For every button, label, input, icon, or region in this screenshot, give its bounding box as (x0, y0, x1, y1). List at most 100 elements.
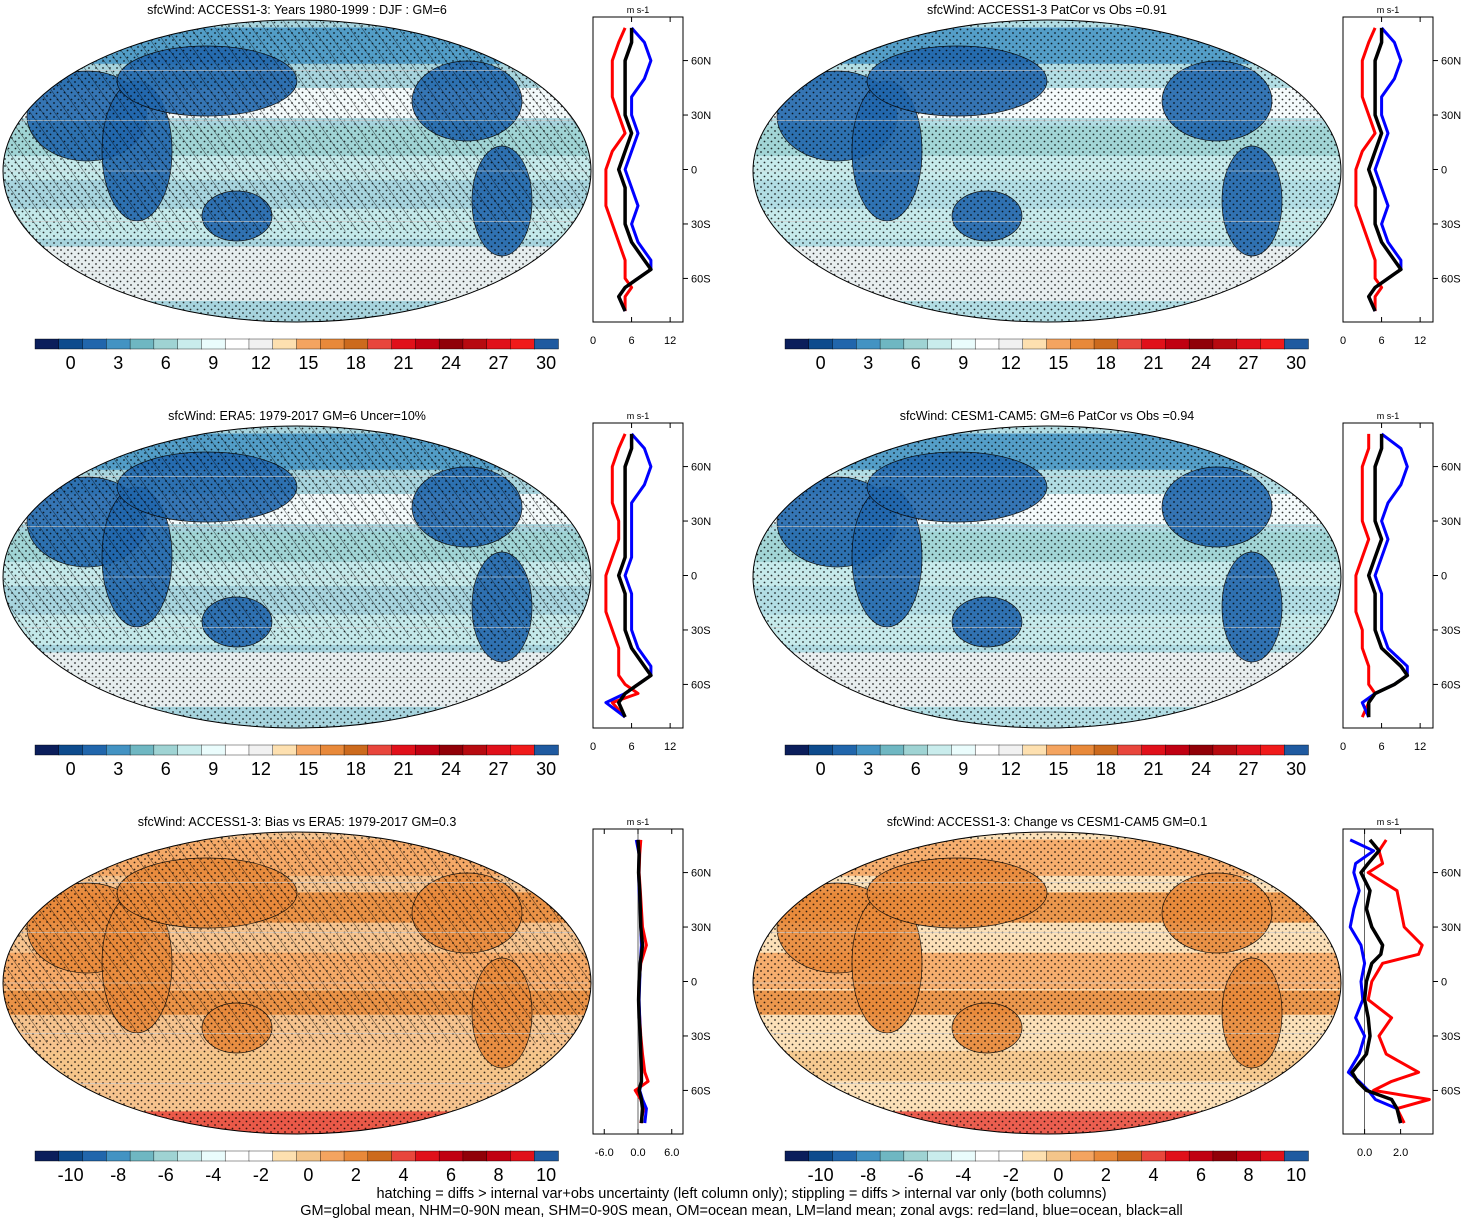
colorbar-swatch (177, 338, 203, 350)
map-fields (3, 426, 591, 728)
zonal-ytick-label: 30N (1441, 110, 1461, 122)
colorbar-swatch (367, 338, 393, 350)
zonal-ytick-label: 60S (1441, 679, 1461, 691)
zonal-frame (1342, 422, 1434, 729)
colorbar-tick-label: 3 (863, 353, 873, 373)
zonal-series-line (1366, 839, 1431, 1124)
zonal-frame (1342, 828, 1434, 1135)
zonal-ytick-label: 60S (691, 679, 711, 691)
colorbar-swatch (106, 744, 131, 756)
zonal-ytick-label: 0 (1441, 571, 1447, 583)
zonal-xtick-label: 12 (664, 335, 676, 347)
colorbar-swatch (106, 338, 131, 350)
colorbar-tick-label: -2 (1003, 1165, 1019, 1185)
colorbar-tick-label: 6 (161, 759, 171, 779)
colorbar-swatch (951, 338, 976, 350)
colorbar-tick-label: 18 (1096, 353, 1116, 373)
colorbar-swatch (153, 338, 179, 350)
colorbar: -10 -8 -6 -4 -2 0 2 4 6 8 10 (784, 1150, 1309, 1185)
zonal-unit-label: m s-1 (1377, 411, 1400, 421)
colorbar-swatch (58, 338, 84, 350)
colorbar-swatch (1188, 338, 1214, 350)
colorbar-tick-label: 21 (1143, 759, 1163, 779)
colorbar-tick-label: 27 (1239, 353, 1259, 373)
colorbar-swatch (272, 744, 298, 756)
colorbar-tick-label: 6 (161, 353, 171, 373)
colorbar-tick-label: -4 (205, 1165, 221, 1185)
colorbar-swatch (903, 338, 929, 350)
colorbar-tick-label: 15 (298, 353, 318, 373)
colorbar-swatch (320, 1150, 345, 1162)
colorbar-swatch (129, 744, 155, 756)
colorbar-tick-label: 24 (441, 759, 461, 779)
zonal-ytick-label: 0 (1441, 165, 1447, 177)
colorbar-tick-label: -6 (908, 1165, 924, 1185)
zonal-ytick-label: 30N (691, 110, 711, 122)
colorbar-swatch (1165, 338, 1190, 350)
colorbar-swatch (927, 1150, 953, 1162)
colorbar-swatch (153, 744, 179, 756)
colorbar-swatch (927, 744, 953, 756)
colorbar-tick-label: 30 (1286, 353, 1306, 373)
colorbar-swatch (1093, 1150, 1119, 1162)
panel-2: sfcWind: ACCESS1-3 PatCor vs Obs =0.91 0 3… (752, 3, 1461, 373)
zonal-ytick-label: 0 (691, 165, 697, 177)
colorbar-swatch (367, 1150, 393, 1162)
colorbar-swatch (1093, 744, 1119, 756)
zonal-ytick-label: 30N (1441, 922, 1461, 934)
hatching-overlay (3, 20, 591, 232)
colorbar-swatch (320, 338, 345, 350)
colorbar-tick-label: 10 (536, 1165, 556, 1185)
colorbar-tick-label: 2 (351, 1165, 361, 1185)
colorbar-swatch (462, 1150, 488, 1162)
colorbar-swatch (34, 338, 60, 350)
colorbar-swatch (510, 744, 535, 756)
colorbar-tick-label: 0 (1053, 1165, 1063, 1185)
colorbar: 0 3 6 9 12 15 18 21 24 27 30 (784, 744, 1309, 779)
colorbar-swatch (1165, 744, 1190, 756)
colorbar-swatch (998, 338, 1024, 350)
colorbar-swatch (486, 744, 512, 756)
world-map (752, 425, 1342, 729)
colorbar-tick-label: 18 (346, 353, 366, 373)
zonal-unit-label: m s-1 (1377, 5, 1400, 15)
zonal-ytick-label: 30N (1441, 516, 1461, 528)
colorbar-tick-label: 15 (298, 759, 318, 779)
zonal-ytick-label: 30S (691, 625, 711, 637)
colorbar-tick-label: 30 (536, 353, 556, 373)
colorbar-swatch (296, 338, 321, 350)
colorbar-tick-label: 6 (1196, 1165, 1206, 1185)
colorbar-swatch (82, 338, 108, 350)
colorbar-tick-label: 27 (489, 759, 509, 779)
panel-6: sfcWind: ACCESS1-3: Change vs CESM1-CAM5… (752, 815, 1461, 1185)
colorbar-swatch (808, 1150, 834, 1162)
map-fields (753, 832, 1341, 1134)
colorbar-tick-label: -10 (58, 1165, 84, 1185)
colorbar-swatch (879, 1150, 905, 1162)
map-fields (3, 20, 591, 322)
zonal-series-line (1354, 433, 1377, 718)
colorbar-tick-label: 6 (911, 759, 921, 779)
zonal-series-line (636, 839, 645, 1124)
colorbar-swatch (510, 1150, 535, 1162)
colorbar-swatch (1236, 1150, 1262, 1162)
zonal-xtick-label: 6.0 (664, 1147, 679, 1159)
map-fields (753, 426, 1341, 728)
colorbar-swatch (1141, 338, 1167, 350)
colorbar: 0 3 6 9 12 15 18 21 24 27 30 (34, 338, 559, 373)
colorbar-swatch (272, 1150, 298, 1162)
colorbar-tick-label: 0 (303, 1165, 313, 1185)
colorbar-swatch (296, 1150, 321, 1162)
zonal-ytick-label: 60N (691, 56, 711, 68)
colorbar-tick-label: 21 (393, 353, 413, 373)
colorbar-swatch (1284, 744, 1309, 756)
zonal-ytick-label: 60S (1441, 273, 1461, 285)
zonal-ytick-label: 60N (1441, 868, 1461, 880)
zonal-series-line (616, 27, 653, 312)
colorbar-swatch (58, 744, 84, 756)
colorbar-swatch (534, 338, 559, 350)
map-outline (2, 425, 592, 729)
colorbar-tick-label: -4 (955, 1165, 971, 1185)
zonal-frame (1342, 16, 1434, 323)
colorbar-swatch (224, 744, 250, 756)
